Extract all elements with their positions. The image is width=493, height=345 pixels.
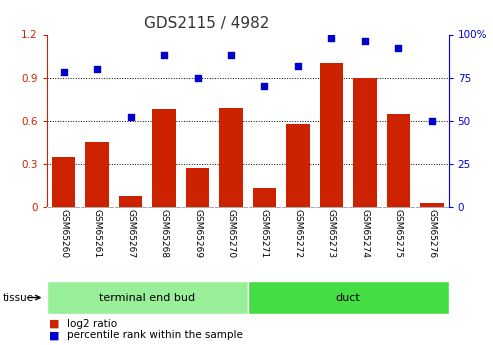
- Point: [227, 52, 235, 58]
- Bar: [387, 114, 410, 207]
- Bar: [85, 142, 109, 207]
- Text: log2 ratio: log2 ratio: [67, 319, 117, 328]
- Text: GSM65274: GSM65274: [360, 209, 369, 258]
- Text: GSM65267: GSM65267: [126, 209, 135, 258]
- Text: GSM65268: GSM65268: [160, 209, 169, 258]
- Text: tissue: tissue: [2, 293, 34, 303]
- Text: GSM65273: GSM65273: [327, 209, 336, 258]
- Bar: [286, 124, 310, 207]
- Bar: [353, 78, 377, 207]
- Point: [361, 39, 369, 44]
- Text: GSM65272: GSM65272: [293, 209, 303, 258]
- Bar: [47, 281, 248, 314]
- Bar: [119, 196, 142, 207]
- Point: [428, 118, 436, 124]
- Bar: [152, 109, 176, 207]
- Point: [93, 66, 101, 72]
- Bar: [186, 168, 209, 207]
- Point: [327, 35, 335, 41]
- Bar: [52, 157, 75, 207]
- Text: GSM65271: GSM65271: [260, 209, 269, 258]
- Point: [160, 52, 168, 58]
- Text: GSM65276: GSM65276: [427, 209, 436, 258]
- Text: GDS2115 / 4982: GDS2115 / 4982: [144, 16, 270, 30]
- Text: duct: duct: [336, 293, 360, 303]
- Text: percentile rank within the sample: percentile rank within the sample: [67, 331, 243, 340]
- Bar: [320, 63, 343, 207]
- Bar: [253, 188, 276, 207]
- Text: GSM65261: GSM65261: [93, 209, 102, 258]
- Text: GSM65275: GSM65275: [394, 209, 403, 258]
- Text: GSM65270: GSM65270: [226, 209, 236, 258]
- Text: GSM65269: GSM65269: [193, 209, 202, 258]
- Bar: [420, 203, 444, 207]
- Text: ■: ■: [49, 319, 60, 328]
- Point: [194, 75, 202, 80]
- Point: [394, 46, 402, 51]
- Point: [294, 63, 302, 68]
- Point: [60, 70, 68, 75]
- Point: [260, 83, 268, 89]
- Point: [127, 115, 135, 120]
- Text: GSM65260: GSM65260: [59, 209, 68, 258]
- Bar: [248, 281, 449, 314]
- Text: ■: ■: [49, 331, 60, 340]
- Text: terminal end bud: terminal end bud: [99, 293, 195, 303]
- Bar: [219, 108, 243, 207]
